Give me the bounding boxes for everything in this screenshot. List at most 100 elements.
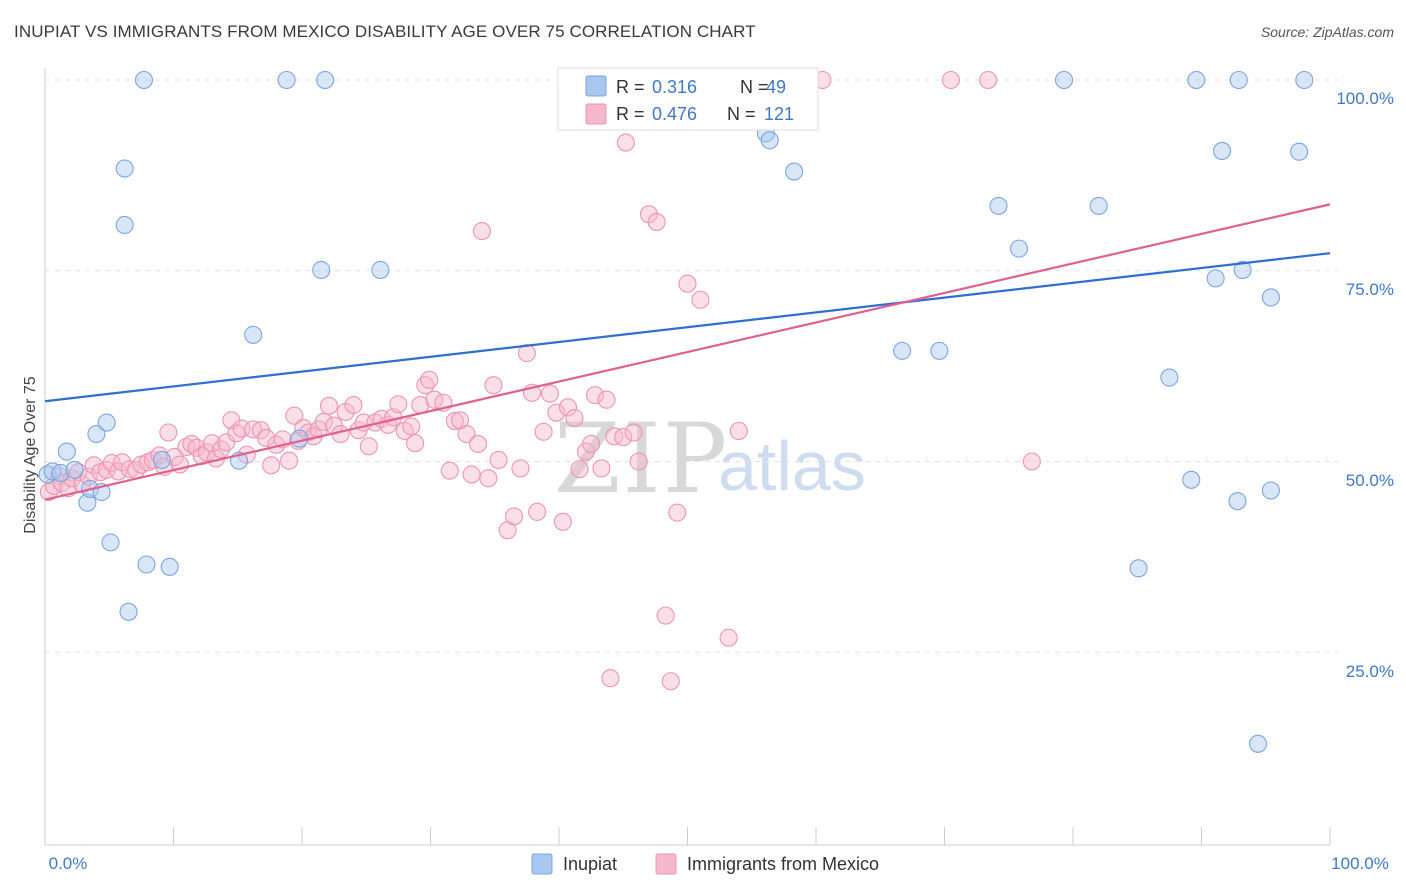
- trend-lines: [44, 203, 1331, 501]
- y-tick-label-75: 75.0%: [1346, 280, 1394, 299]
- data-point-mexico: [389, 395, 408, 414]
- y-axis-title: Disability Age Over 75: [22, 376, 39, 534]
- data-point-mexico: [395, 421, 414, 441]
- legend-r-label-inupiat: R =: [616, 77, 645, 97]
- data-point-mexico: [359, 437, 378, 456]
- data-point-mexico: [445, 412, 464, 431]
- legend-n-label-inupiat: N =: [740, 77, 769, 97]
- data-point-mexico: [440, 461, 459, 480]
- data-point-inupiat: [115, 215, 134, 235]
- data-point-inupiat: [785, 162, 804, 181]
- data-point-mexico: [420, 370, 439, 389]
- data-point-mexico: [120, 460, 139, 479]
- source-label: Source: ZipAtlas.com: [1260, 24, 1394, 40]
- data-point-mexico: [592, 459, 611, 478]
- data-point-inupiat: [1295, 70, 1314, 90]
- data-point-mexico: [177, 437, 196, 457]
- data-point-inupiat: [134, 70, 153, 90]
- data-point-inupiat: [1261, 288, 1280, 307]
- data-point-mexico: [540, 384, 560, 403]
- data-point-mexico: [109, 462, 128, 481]
- data-point-inupiat: [1233, 260, 1252, 280]
- data-point-mexico: [656, 606, 675, 625]
- data-point-mexico: [553, 512, 572, 531]
- data-point-mexico: [616, 133, 635, 152]
- legend-r-label-mexico: R =: [616, 104, 645, 124]
- data-point-mexico: [462, 465, 481, 484]
- data-point-mexico: [601, 669, 620, 688]
- data-point-mexico: [639, 205, 659, 224]
- data-point-mexico: [472, 222, 491, 241]
- data-point-mexico: [629, 452, 648, 471]
- bottom-legend-swatch-inupiat: [531, 853, 553, 875]
- data-point-mexico: [570, 460, 589, 479]
- data-point-inupiat: [87, 424, 106, 444]
- data-point-mexico: [314, 412, 333, 431]
- data-point-mexico: [406, 434, 425, 453]
- data-point-inupiat: [312, 260, 331, 280]
- data-point-inupiat: [930, 341, 949, 360]
- data-point-mexico: [719, 628, 738, 647]
- data-point-inupiat: [1089, 196, 1108, 215]
- legend-swatch-mexico: [585, 103, 607, 125]
- data-point-mexico: [484, 376, 503, 395]
- legend-r-value-mexico: 0.476: [652, 104, 697, 124]
- data-point-inupiat: [244, 325, 263, 344]
- bottom-legend-label-mexico: Immigrants from Mexico: [687, 854, 879, 874]
- data-point-mexico: [468, 434, 488, 454]
- data-point-mexico: [402, 417, 421, 436]
- data-point-inupiat: [760, 131, 779, 150]
- data-point-inupiat: [1054, 70, 1074, 90]
- bottom-legend-swatch-mexico: [655, 853, 677, 875]
- data-point-inupiat: [65, 460, 84, 479]
- data-point-inupiat: [97, 413, 116, 432]
- data-point-inupiat: [1229, 70, 1248, 90]
- data-point-mexico: [113, 453, 132, 472]
- data-point-inupiat: [989, 196, 1008, 215]
- data-point-mexico: [668, 503, 687, 522]
- data-point-mexico: [319, 396, 339, 415]
- data-point-mexico: [280, 451, 299, 470]
- data-point-mexico: [558, 398, 578, 417]
- data-point-mexico: [479, 469, 498, 488]
- data-point-inupiat: [101, 533, 120, 552]
- data-point-mexico: [729, 421, 748, 441]
- data-point-mexico: [285, 406, 304, 425]
- series-mexico-points: [39, 70, 1041, 691]
- data-point-mexico: [262, 456, 281, 475]
- data-point-inupiat: [51, 463, 70, 482]
- data-point-mexico: [979, 70, 998, 90]
- data-point-mexico: [582, 434, 601, 454]
- legend-n-value-mexico: 121: [764, 104, 794, 124]
- trend-line-inupiat: [44, 252, 1331, 403]
- data-point-mexico: [585, 386, 605, 405]
- data-point-mexico: [244, 420, 263, 439]
- data-point-mexico: [159, 423, 178, 442]
- data-point-mexico: [547, 403, 566, 422]
- data-point-inupiat: [290, 429, 309, 448]
- data-point-inupiat: [1129, 559, 1148, 578]
- data-point-mexico: [489, 450, 508, 470]
- data-point-inupiat: [1261, 481, 1280, 500]
- data-point-inupiat: [277, 70, 296, 90]
- legend-r-value-inupiat: 0.316: [652, 77, 697, 97]
- bottom-legend: Inupiat Immigrants from Mexico: [531, 853, 879, 875]
- data-point-mexico: [217, 433, 236, 452]
- data-point-inupiat: [57, 442, 76, 461]
- data-point-mexico: [534, 422, 553, 441]
- y-tick-label-100: 100.0%: [1336, 89, 1394, 108]
- data-point-inupiat: [316, 70, 335, 90]
- data-point-mexico: [647, 212, 666, 231]
- data-point-mexico: [336, 402, 355, 421]
- data-point-inupiat: [1182, 470, 1201, 489]
- data-point-mexico: [597, 390, 616, 409]
- trend-line-mexico: [44, 203, 1331, 501]
- chart-title: INUPIAT VS IMMIGRANTS FROM MEXICO DISABI…: [14, 22, 756, 41]
- data-point-mexico: [565, 408, 584, 428]
- data-point-inupiat: [160, 557, 179, 576]
- data-point-inupiat: [115, 159, 134, 178]
- data-point-inupiat: [1213, 141, 1232, 161]
- data-point-inupiat: [137, 555, 156, 574]
- data-point-inupiat: [1248, 734, 1268, 753]
- data-point-inupiat: [893, 341, 912, 360]
